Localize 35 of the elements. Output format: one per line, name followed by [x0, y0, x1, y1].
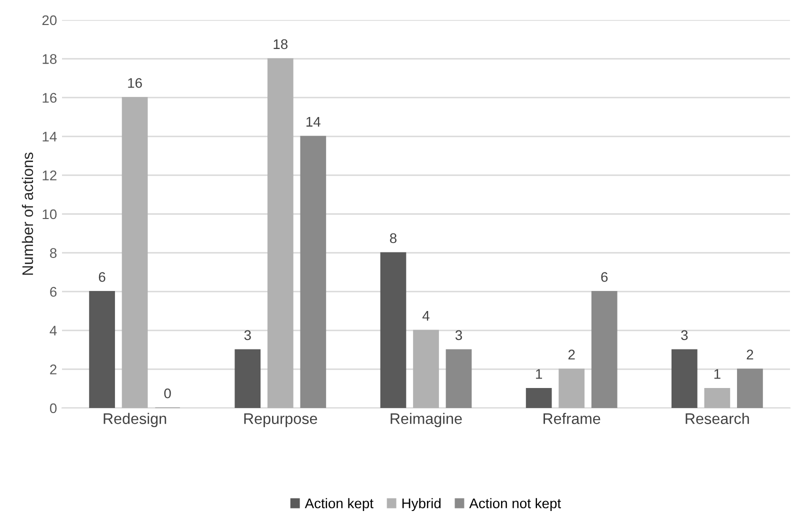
data-label: 1	[714, 369, 720, 379]
y-tick-label: 4	[50, 326, 57, 336]
data-label: 4	[422, 311, 430, 321]
data-label: 6	[601, 272, 608, 282]
data-label: 3	[244, 330, 251, 340]
y-tick-label: 12	[42, 170, 56, 180]
x-tick-label: Research	[686, 412, 749, 424]
data-label: 14	[306, 117, 320, 127]
y-tick-label: 18	[42, 54, 57, 64]
y-tick-label: 14	[42, 132, 57, 142]
y-tick-label: 20	[42, 15, 57, 26]
x-tick-label: Repurpose	[244, 413, 318, 428]
y-tick-label: 10	[42, 209, 57, 220]
data-label: 1	[536, 369, 542, 379]
legend-label: Action not kept	[469, 498, 561, 512]
data-label: 18	[274, 39, 288, 50]
data-label: 3	[681, 330, 688, 340]
x-tick-label: Redesign	[104, 412, 166, 428]
x-tick-label: Reimagine	[390, 412, 462, 428]
y-axis-title: Number of actions	[22, 152, 34, 275]
data-label: 2	[568, 350, 575, 360]
x-tick-label: Reframe	[544, 412, 600, 424]
y-tick-label: 16	[42, 92, 57, 103]
data-label: 6	[98, 272, 106, 282]
legend-label: Hybrid	[402, 498, 441, 512]
legend-label: Action kept	[304, 498, 374, 512]
data-label: 2	[746, 350, 754, 360]
data-label: 3	[455, 330, 462, 340]
data-label: 0	[164, 388, 171, 398]
y-tick-label: 6	[50, 286, 57, 297]
y-tick-label: 8	[50, 248, 57, 258]
y-tick-label: 2	[50, 364, 56, 374]
y-tick-label: 0	[50, 403, 57, 414]
data-label: 16	[128, 78, 142, 88]
data-label: 8	[390, 233, 396, 244]
